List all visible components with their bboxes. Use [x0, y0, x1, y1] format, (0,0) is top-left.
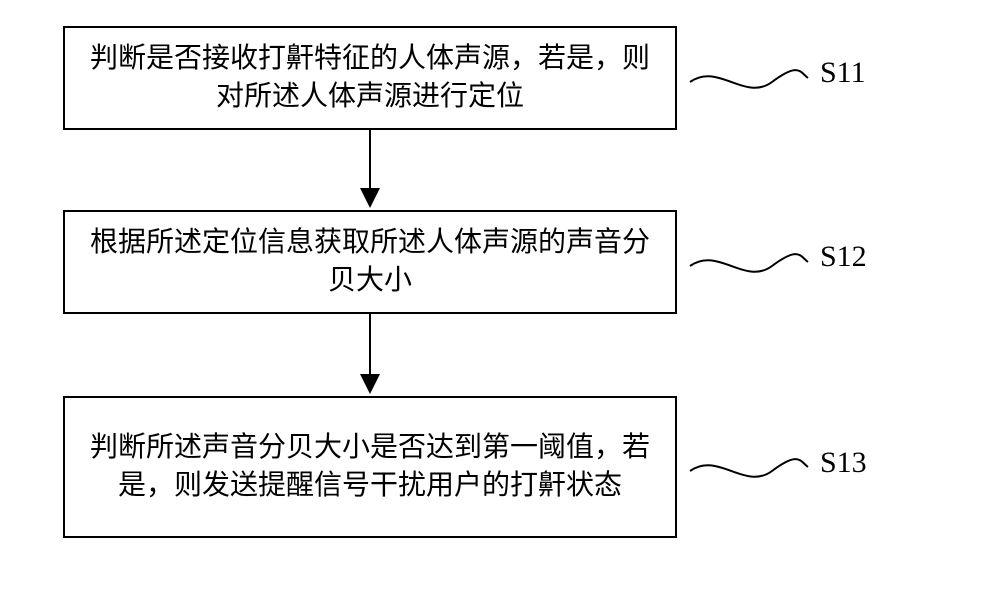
step-label-3: S13 [820, 446, 867, 480]
step-label-1: S11 [820, 56, 866, 90]
tilde-3 [690, 459, 808, 477]
flow-node-3: 判断所述声音分贝大小是否达到第一阈值，若是，则发送提醒信号干扰用户的打鼾状态 [63, 396, 677, 538]
flow-node-1-text: 判断是否接收打鼾特征的人体声源，若是，则对所述人体声源进行定位 [83, 40, 657, 116]
step-label-2: S12 [820, 240, 867, 274]
flowchart-canvas: 判断是否接收打鼾特征的人体声源，若是，则对所述人体声源进行定位 S11 根据所述… [0, 0, 1000, 591]
tilde-1 [690, 70, 808, 88]
flow-node-2-text: 根据所述定位信息获取所述人体声源的声音分贝大小 [83, 224, 657, 300]
flow-node-3-text: 判断所述声音分贝大小是否达到第一阈值，若是，则发送提醒信号干扰用户的打鼾状态 [83, 429, 657, 505]
tilde-2 [690, 254, 808, 272]
flow-node-1: 判断是否接收打鼾特征的人体声源，若是，则对所述人体声源进行定位 [63, 26, 677, 130]
flow-node-2: 根据所述定位信息获取所述人体声源的声音分贝大小 [63, 210, 677, 314]
